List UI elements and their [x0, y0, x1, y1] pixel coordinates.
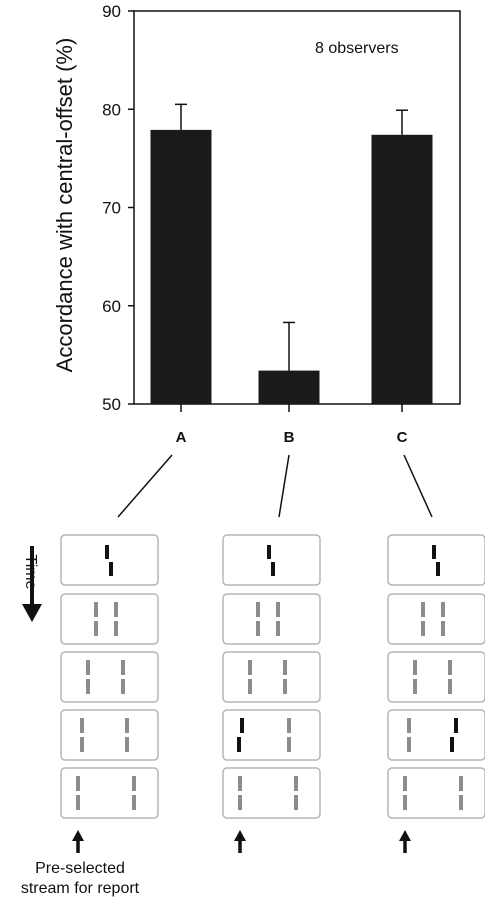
caption-line-2: stream for report — [21, 880, 140, 897]
frame-b-3 — [222, 651, 321, 703]
frame-c-2 — [387, 593, 485, 645]
connector-a — [117, 454, 173, 518]
frame-a-2 — [60, 593, 159, 645]
frame-b-2 — [222, 593, 321, 645]
connector-lines — [117, 454, 433, 518]
connector-b — [278, 454, 290, 518]
stimulus-frames — [60, 534, 485, 819]
y-tick-label: 80 — [102, 100, 121, 119]
bar-a — [150, 129, 212, 404]
frame-c-4 — [387, 709, 485, 761]
frame-a-3 — [60, 651, 159, 703]
report-arrow-head-a — [72, 830, 84, 841]
x-tick-label-b: B — [284, 429, 295, 446]
report-arrow-head-b — [234, 830, 246, 841]
frame-c-3 — [387, 651, 485, 703]
y-tick-label: 50 — [102, 395, 121, 414]
frame-a-4 — [60, 709, 159, 761]
frame-a-5 — [60, 767, 159, 819]
caption-line-1: Pre-selected — [35, 860, 125, 877]
connector-c — [403, 454, 433, 518]
bar-c — [371, 134, 433, 405]
y-tick-label: 60 — [102, 297, 121, 316]
x-tick-label-c: C — [397, 429, 408, 446]
report-arrows — [72, 830, 411, 853]
error-bars — [175, 103, 408, 371]
bar-b — [258, 370, 320, 404]
observers-annotation: 8 observers — [315, 40, 399, 57]
report-arrow-head-c — [399, 830, 411, 841]
frame-b-1 — [222, 534, 321, 586]
y-axis-ticks: 50 60 70 80 90 — [102, 2, 134, 414]
time-label: Time — [22, 555, 39, 590]
frame-c-5 — [387, 767, 485, 819]
x-axis-ticks: A B C — [176, 404, 408, 446]
time-arrow: Time — [22, 546, 42, 622]
frame-b-5 — [222, 767, 321, 819]
x-tick-label-a: A — [176, 429, 187, 446]
time-arrow-head — [22, 604, 42, 622]
frame-b-4 — [222, 709, 321, 761]
y-tick-label: 90 — [102, 2, 121, 21]
y-tick-label: 70 — [102, 199, 121, 218]
y-axis-label: Accordance with central-offset (%) — [52, 38, 77, 373]
bar-chart: 50 60 70 80 90 A B C Accordance with central-o… — [52, 2, 461, 446]
bars — [150, 129, 433, 405]
frame-c-1 — [387, 534, 485, 586]
frame-a-1 — [60, 534, 159, 586]
